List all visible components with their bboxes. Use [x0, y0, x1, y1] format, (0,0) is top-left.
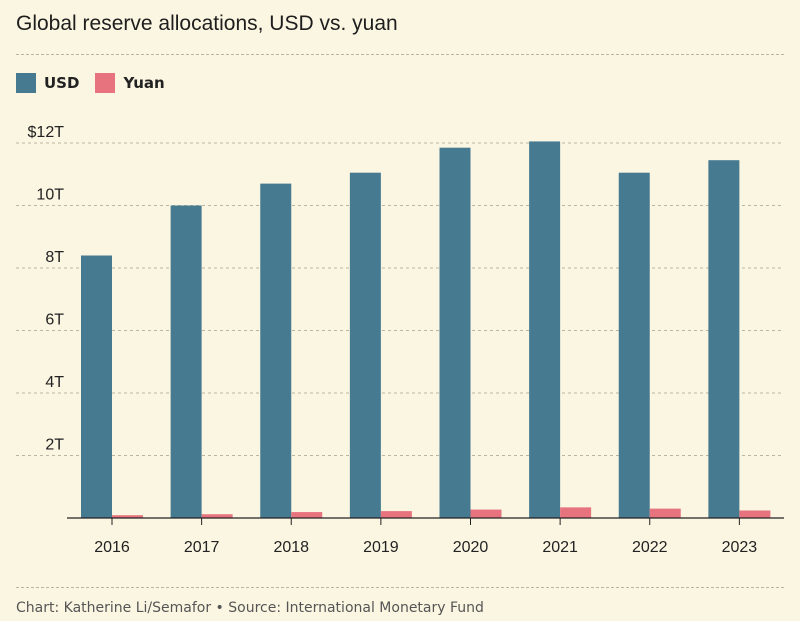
- bar-usd: [170, 205, 202, 518]
- y-tick-label: 6T: [45, 312, 64, 329]
- x-tick-label: 2017: [184, 539, 220, 556]
- bar-usd: [618, 172, 650, 518]
- source-credit: Chart: Katherine Li/Semafor • Source: In…: [16, 600, 484, 616]
- x-tick-label: 2022: [632, 539, 668, 556]
- bar-chart: 2T 4T 6T 8T 10T $12T 2016 2017 2018 2019 2020 2021 2…: [16, 124, 784, 556]
- x-tick-label: 2021: [542, 539, 578, 556]
- top-divider: [16, 54, 784, 55]
- legend: USD Yuan: [16, 73, 165, 93]
- legend-label-usd: USD: [44, 74, 80, 92]
- bar-yuan: [739, 510, 771, 518]
- chart-title: Global reserve allocations, USD vs. yuan: [16, 12, 398, 35]
- bar-yuan: [649, 508, 681, 518]
- x-tick-label: 2023: [722, 539, 758, 556]
- bottom-divider: [16, 587, 784, 588]
- x-tick-label: 2018: [273, 539, 309, 556]
- legend-swatch-usd: [16, 73, 36, 93]
- bar-yuan: [112, 515, 143, 518]
- bar-yuan: [470, 509, 502, 518]
- legend-item-usd: USD: [16, 73, 79, 93]
- x-tick-label: 2019: [363, 539, 399, 556]
- legend-swatch-yuan: [95, 73, 116, 93]
- y-tick-label: 4T: [45, 374, 64, 391]
- bar-usd: [81, 255, 112, 518]
- bar-yuan: [201, 514, 233, 518]
- y-tick-label: 10T: [36, 187, 64, 204]
- bar-yuan: [291, 512, 323, 518]
- y-tick-label: 8T: [45, 249, 64, 266]
- y-tick-label: $12T: [28, 124, 65, 141]
- bar-usd: [260, 183, 292, 518]
- bar-usd: [349, 172, 381, 518]
- x-tick-label: 2020: [453, 539, 489, 556]
- legend-item-yuan: Yuan: [95, 73, 165, 93]
- bar-usd: [529, 141, 561, 518]
- bar-yuan: [380, 511, 412, 518]
- bar-usd: [708, 160, 740, 518]
- bar-usd: [439, 147, 471, 518]
- x-tick-label: 2016: [94, 539, 130, 556]
- bar-yuan: [560, 507, 592, 518]
- y-tick-label: 2T: [45, 437, 64, 454]
- legend-label-yuan: Yuan: [123, 74, 165, 92]
